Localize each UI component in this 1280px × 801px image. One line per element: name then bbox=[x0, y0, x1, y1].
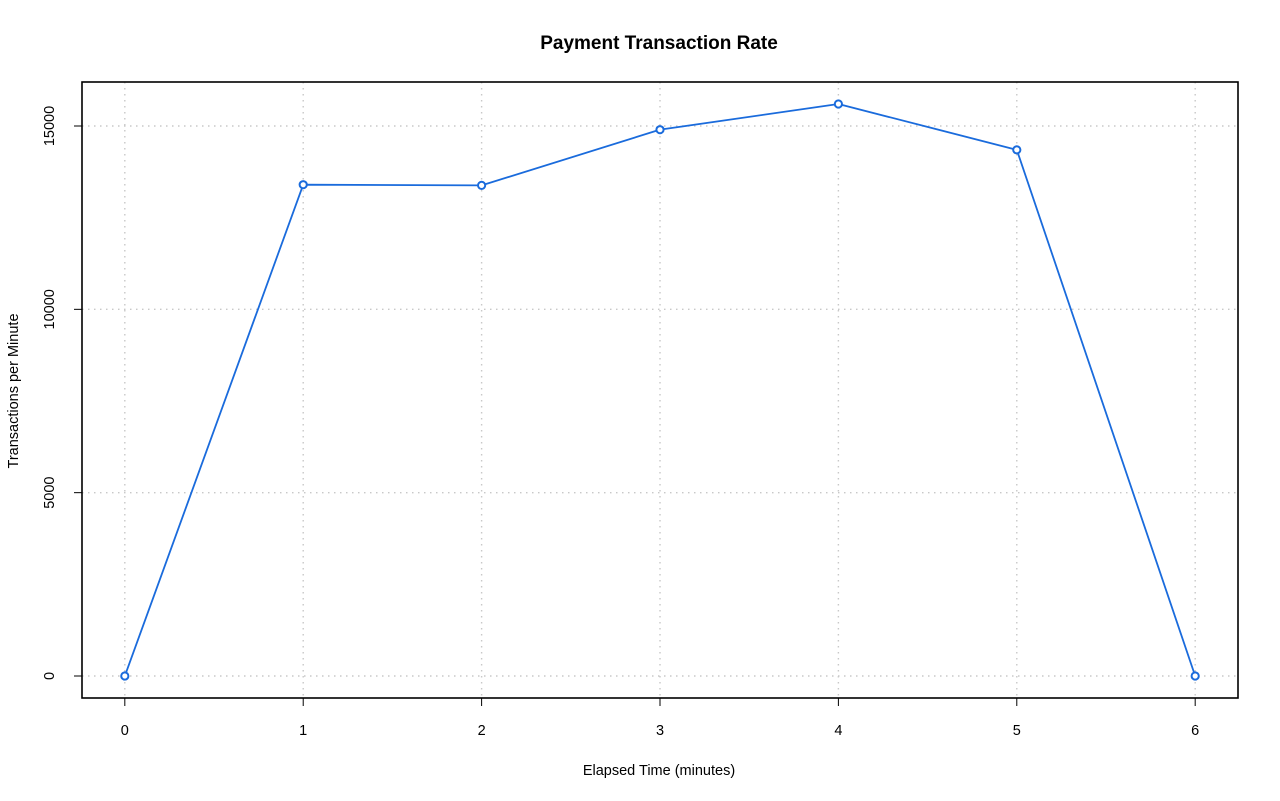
data-point bbox=[477, 180, 487, 190]
y-tick-label: 5000 bbox=[42, 477, 58, 509]
y-tick-label: 15000 bbox=[42, 106, 58, 146]
x-tick-label: 1 bbox=[299, 723, 307, 739]
axis-ticks: 0 1 2 3 4 5 6 0 5000 10000 15000 bbox=[42, 106, 1199, 739]
plot-frame bbox=[81, 81, 1239, 699]
series-line bbox=[123, 103, 1197, 677]
x-axis-label: Elapsed Time (minutes) bbox=[583, 763, 735, 779]
data-point bbox=[1190, 671, 1200, 681]
y-tick-label: 10000 bbox=[42, 289, 58, 329]
data-point bbox=[655, 125, 665, 135]
x-tick-label: 5 bbox=[1013, 723, 1021, 739]
x-tick-label: 3 bbox=[656, 723, 664, 739]
x-tick-label: 0 bbox=[121, 723, 129, 739]
data-point bbox=[120, 671, 130, 681]
data-point bbox=[833, 99, 843, 109]
grid-lines bbox=[82, 82, 1238, 698]
x-tick-label: 6 bbox=[1191, 723, 1199, 739]
data-point bbox=[298, 180, 308, 190]
y-axis-label: Transactions per Minute bbox=[6, 313, 22, 468]
series-layer bbox=[120, 99, 1200, 681]
x-tick-label: 2 bbox=[478, 723, 486, 739]
chart-title: Payment Transaction Rate bbox=[540, 33, 778, 54]
x-tick-label: 4 bbox=[834, 723, 842, 739]
y-tick-label: 0 bbox=[42, 672, 58, 680]
data-point bbox=[1012, 145, 1022, 155]
